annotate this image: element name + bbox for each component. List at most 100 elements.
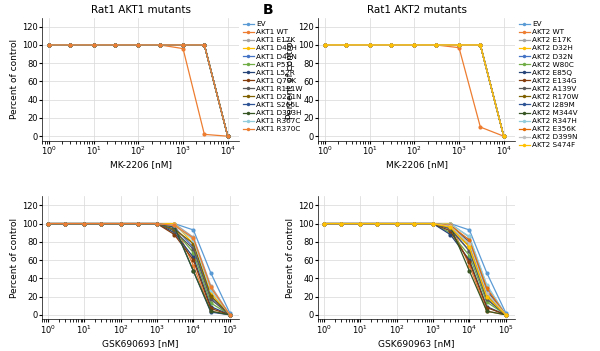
AKT1 L52R [134, 221, 142, 226]
Line: AKT1 D46H: AKT1 D46H [47, 43, 230, 138]
AKT2 E356K [388, 43, 395, 47]
AKT1 D46H [80, 221, 88, 226]
AKT2 E17K [337, 221, 344, 226]
AKT2 E134G [430, 221, 437, 226]
AKT1 WT [135, 43, 142, 47]
AKT2 E134G [410, 221, 418, 226]
AKT1 D221N [44, 221, 51, 226]
AKT2 E17K [374, 221, 381, 226]
AKT2 E134G [366, 43, 373, 47]
AKT1 R121W [171, 229, 178, 233]
AKT2 W80C [411, 43, 418, 47]
AKT1 S266L [201, 43, 208, 47]
AKT1 D323H [117, 221, 124, 226]
AKT1 R121W [201, 43, 208, 47]
EV [98, 221, 105, 226]
Line: AKT1 R370C: AKT1 R370C [46, 221, 232, 317]
Line: AKT1 Q79K: AKT1 Q79K [47, 43, 230, 138]
AKT1 D221N [90, 43, 97, 47]
AKT1 R367C [44, 221, 51, 226]
AKT2 S474F [466, 245, 473, 250]
AKT1 P51L [44, 221, 51, 226]
Line: AKT1 D323H: AKT1 D323H [46, 221, 232, 317]
AKT1 E17K [135, 43, 142, 47]
AKT1 S266L [67, 43, 74, 47]
AKT2 E134G [320, 221, 327, 226]
AKT1 P51L [154, 221, 161, 226]
AKT2 D32N [455, 43, 463, 47]
Line: AKT1 D323H: AKT1 D323H [47, 43, 230, 138]
AKT1 E17K [61, 221, 68, 226]
AKT1 Q79K [44, 221, 51, 226]
AKT2 I289M [320, 221, 327, 226]
AKT1 WT [80, 221, 88, 226]
AKT2 D399N [500, 134, 508, 138]
AKT1 R370C [190, 236, 197, 240]
AKT1 L52R [154, 221, 161, 226]
AKT2 W80C [432, 43, 439, 47]
AKT1 R367C [201, 43, 208, 47]
Line: EV: EV [46, 221, 232, 315]
AKT1 D46H [46, 43, 53, 47]
AKT1 E17K [179, 43, 187, 47]
AKT1 R121W [154, 221, 161, 226]
AKT2 E85Q [447, 232, 454, 237]
AKT1 D221N [190, 241, 197, 246]
AKT2 E17K [466, 235, 473, 239]
AKT2 E85Q [466, 258, 473, 262]
AKT2 A139V [393, 221, 400, 226]
AKT1 S266L [112, 43, 119, 47]
AKT2 E17K [455, 43, 463, 47]
AKT2 E134G [411, 43, 418, 47]
AKT1 D46H [179, 43, 187, 47]
AKT1 R367C [179, 43, 187, 47]
AKT2 S474F [366, 43, 373, 47]
AKT1 E17K [226, 313, 233, 317]
AKT1 Q79K [98, 221, 105, 226]
AKT2 E85Q [322, 43, 329, 47]
AKT2 WT [500, 134, 508, 138]
AKT1 D323H [135, 43, 142, 47]
AKT2 M344V [430, 221, 437, 226]
AKT2 WT [477, 125, 484, 129]
AKT1 D46N [190, 245, 197, 250]
AKT2 D32H [432, 43, 439, 47]
AKT2 I289M [466, 240, 473, 244]
AKT2 D32H [343, 43, 350, 47]
AKT1 L52R [46, 43, 53, 47]
AKT1 S266L [207, 310, 214, 314]
AKT2 R347H [337, 221, 344, 226]
AKT2 I289M [393, 221, 400, 226]
AKT1 Q79K [156, 43, 163, 47]
AKT2 W80C [502, 313, 509, 317]
AKT2 I289M [477, 43, 484, 47]
AKT2 I289M [483, 288, 490, 292]
AKT1 D221N [67, 43, 74, 47]
AKT2 E17K [410, 221, 418, 226]
Line: AKT1 D221N: AKT1 D221N [47, 43, 230, 138]
AKT1 E17K [67, 43, 74, 47]
AKT1 Q79K [61, 221, 68, 226]
AKT1 E17K [134, 221, 142, 226]
AKT1 R370C [80, 221, 88, 226]
AKT1 R370C [67, 43, 74, 47]
AKT2 D32H [374, 221, 381, 226]
AKT1 R121W [207, 297, 214, 302]
AKT2 I289M [374, 221, 381, 226]
AKT1 L52R [112, 43, 119, 47]
Line: AKT2 E356K: AKT2 E356K [323, 43, 506, 138]
AKT2 D32H [477, 43, 484, 47]
AKT1 S266L [171, 225, 178, 229]
AKT2 E134G [337, 221, 344, 226]
Line: AKT2 D399N: AKT2 D399N [323, 43, 506, 138]
AKT1 D46N [154, 221, 161, 226]
Line: AKT2 M344V: AKT2 M344V [323, 43, 506, 138]
AKT2 D32N [410, 221, 418, 226]
Line: AKT1 D46N: AKT1 D46N [46, 221, 232, 317]
AKT2 R347H [466, 234, 473, 238]
AKT2 M344V [502, 313, 509, 317]
AKT2 E356K [447, 223, 454, 227]
AKT2 D32H [410, 221, 418, 226]
AKT1 E17K [117, 221, 124, 226]
AKT1 Q79K [134, 221, 142, 226]
